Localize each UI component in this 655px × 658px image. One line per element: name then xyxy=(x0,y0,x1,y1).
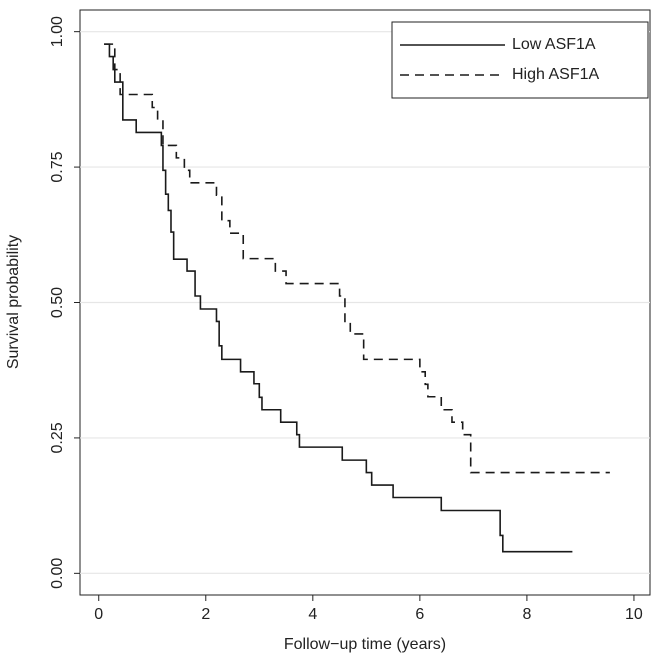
legend-label: Low ASF1A xyxy=(512,36,596,53)
x-tick-label: 0 xyxy=(94,606,103,623)
legend-label: High ASF1A xyxy=(512,66,599,83)
y-tick-label: 0.50 xyxy=(49,287,66,318)
x-tick-label: 4 xyxy=(308,606,317,623)
x-axis-title: Follow−up time (years) xyxy=(284,636,446,653)
survival-curve xyxy=(104,43,610,474)
x-tick-label: 10 xyxy=(625,606,643,623)
y-tick-label: 0.00 xyxy=(49,558,66,589)
y-tick-label: 0.75 xyxy=(49,151,66,182)
survival-curve xyxy=(104,43,573,553)
x-tick-label: 2 xyxy=(201,606,210,623)
legend-box xyxy=(391,21,649,99)
x-tick-label: 6 xyxy=(415,606,424,623)
y-axis-title: Survival probability xyxy=(5,235,22,369)
x-tick-label: 8 xyxy=(522,606,531,623)
y-tick-label: 1.00 xyxy=(49,16,66,47)
y-tick-label: 0.25 xyxy=(49,422,66,453)
